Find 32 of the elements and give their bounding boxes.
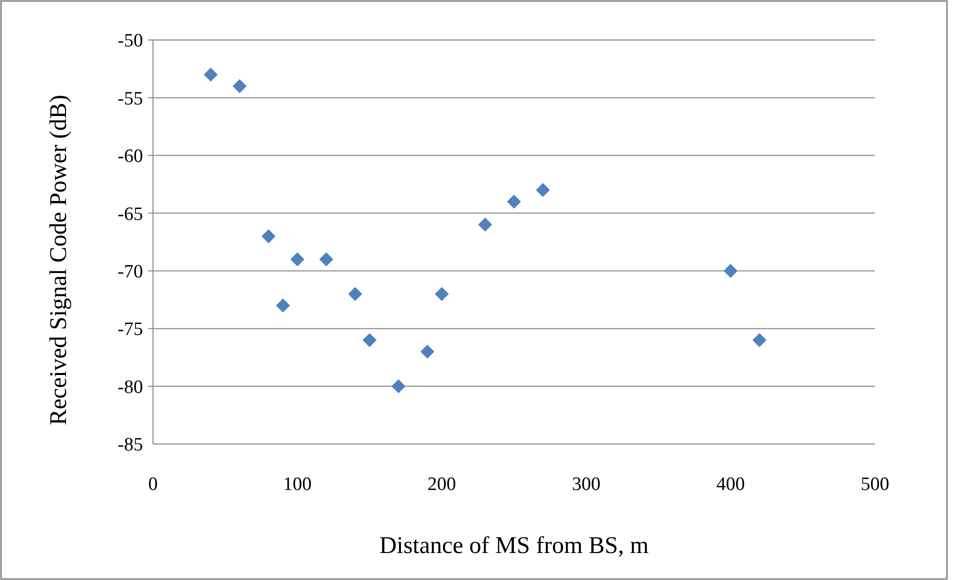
x-axis-title: Distance of MS from BS, m xyxy=(379,533,649,559)
y-tick-label: -85 xyxy=(118,434,143,456)
y-tick-label: -70 xyxy=(118,262,143,283)
y-tick-label: -55 xyxy=(118,88,143,110)
x-tick-label: 400 xyxy=(716,474,745,495)
y-tick-label: -60 xyxy=(118,146,143,168)
point xyxy=(204,68,218,82)
point xyxy=(536,183,550,198)
point xyxy=(420,344,434,359)
point xyxy=(262,229,276,244)
y-tick-label: -65 xyxy=(118,204,143,225)
point xyxy=(232,79,247,94)
point xyxy=(391,379,406,394)
y-axis-title: Received Signal Code Power (dB) xyxy=(46,94,72,426)
x-tick-label: 100 xyxy=(283,474,312,495)
point xyxy=(362,333,377,348)
y-tick-label: -75 xyxy=(118,319,143,340)
point xyxy=(348,286,362,301)
point xyxy=(319,252,334,266)
point xyxy=(276,298,290,312)
x-tick-label: 300 xyxy=(572,474,600,495)
point xyxy=(434,286,449,301)
x-tick-label: 500 xyxy=(860,474,890,495)
point xyxy=(507,194,521,209)
point xyxy=(478,218,492,232)
point xyxy=(290,252,304,266)
point xyxy=(752,333,766,348)
y-tick-label: -50 xyxy=(118,30,143,52)
y-tick-label: -80 xyxy=(118,376,143,398)
x-tick-label: 0 xyxy=(148,474,158,495)
point xyxy=(724,264,738,278)
x-tick-label: 200 xyxy=(428,474,456,495)
